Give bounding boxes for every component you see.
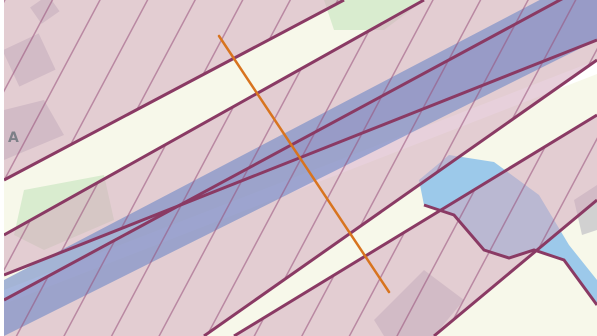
zone-border — [433, 198, 597, 336]
green-area — [324, 0, 424, 30]
measure-line — [217, 34, 391, 294]
map-canvas[interactable] — [4, 0, 597, 336]
zone-border — [233, 113, 597, 336]
zone-border-layer — [4, 0, 597, 336]
measure-line-layer[interactable] — [217, 34, 391, 294]
zone-border — [4, 0, 345, 182]
map-view[interactable]: A — [4, 0, 597, 336]
zone-border — [203, 58, 597, 336]
zone-border — [4, 0, 425, 237]
zone-border — [423, 203, 597, 306]
zone-border — [4, 0, 564, 302]
